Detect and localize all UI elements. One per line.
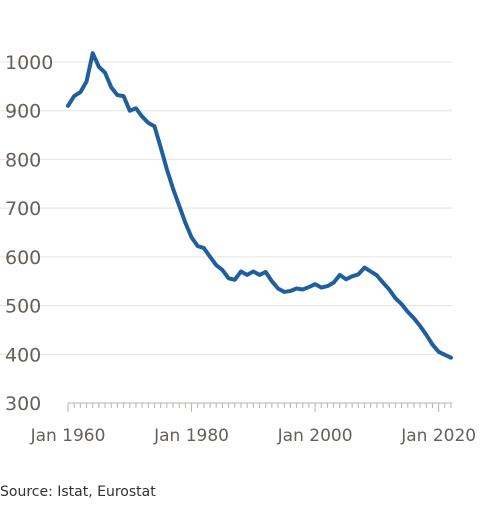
y-tick-label-800: 800 [5,149,41,171]
y-tick-label-700: 700 [5,198,41,220]
x-tick-label-2020: Jan 2020 [400,426,476,446]
y-tick-label-500: 500 [5,296,41,318]
x-axis [67,402,452,412]
x-tick-label-1980: Jan 1980 [153,426,229,446]
y-tick-label-400: 400 [5,344,41,366]
gridlines [0,61,452,355]
x-tick-label-2000: Jan 2000 [277,426,353,446]
source-note: Source: Istat, Eurostat [0,484,156,500]
x-axis-tick-labels: Jan 1960 Jan 1980 Jan 2000 Jan 2020 [30,426,477,446]
y-tick-label-300: 300 [5,393,41,415]
x-tick-label-1960: Jan 1960 [30,426,106,446]
series-layer [66,51,453,360]
series-line-0 [66,51,453,360]
y-tick-label-900: 900 [5,101,41,123]
y-tick-label-1000: 1000 [5,52,53,74]
y-tick-label-600: 600 [5,247,41,269]
y-axis-tick-labels: 1000 900 800 700 600 500 400 300 [5,52,53,415]
